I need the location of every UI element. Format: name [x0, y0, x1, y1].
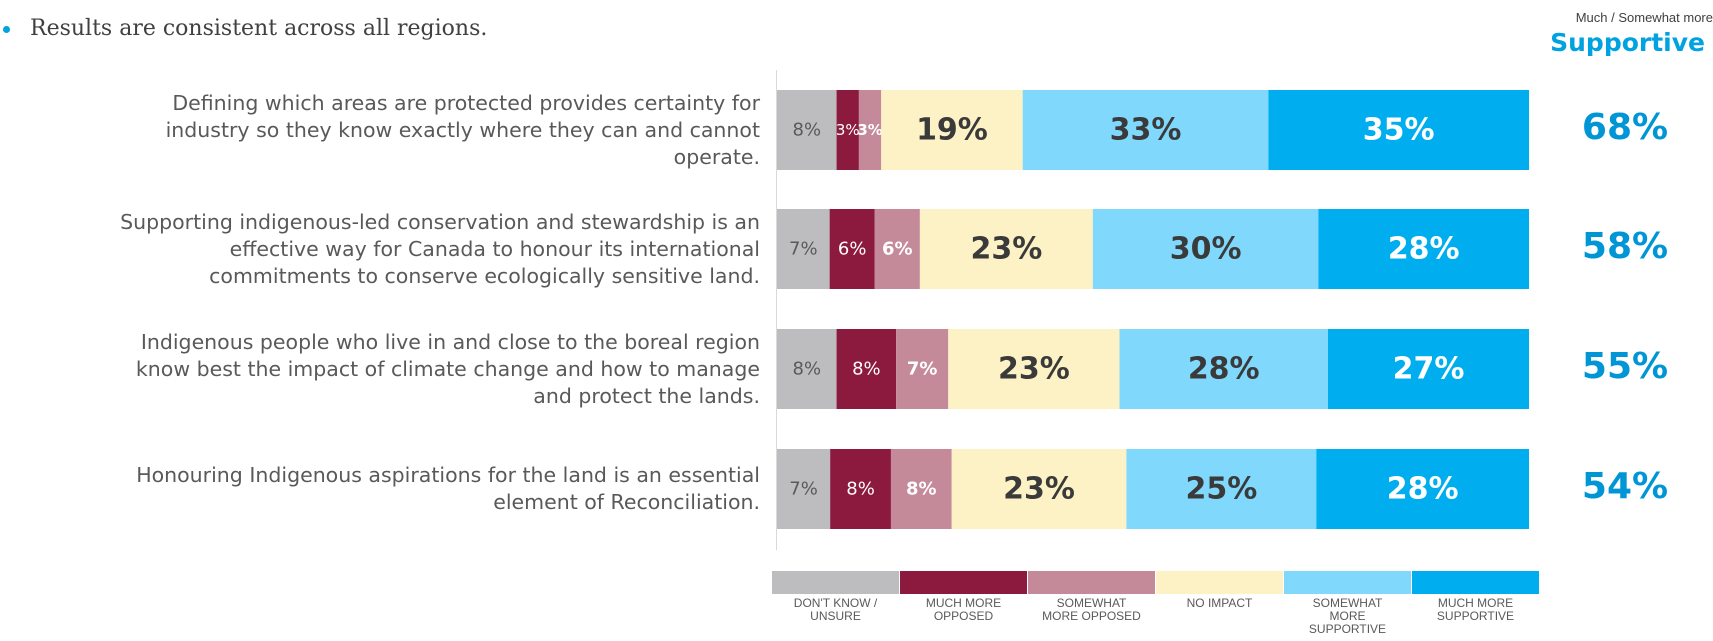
bar-segment-somewhat-opposed [874, 209, 920, 289]
row-label: Indigenous people who live in and close … [0, 329, 760, 410]
bar-data-label: 28% [1387, 472, 1459, 507]
legend-swatch-much-supportive [1412, 571, 1539, 594]
legend-label-somewhat-supportive: SOMEWHAT MORE SUPPORTIVE [1284, 597, 1411, 636]
bar-data-label: 3% [836, 121, 860, 139]
row-label-line: effective way for Canada to honour its i… [229, 236, 760, 261]
bar-data-label: 8% [793, 359, 822, 380]
bar-segment-somewhat-supportive [1022, 90, 1269, 170]
bar-segment-no-impact [951, 449, 1127, 529]
bar-data-label: 8% [906, 479, 937, 500]
supportive-header-title: Supportive [1550, 28, 1705, 57]
bar-segment-much-supportive [1327, 329, 1529, 409]
legend-label-somewhat-opposed: SOMEWHAT MORE OPPOSED [1028, 597, 1155, 623]
bar-segment-much-supportive [1318, 209, 1529, 289]
bar-data-label: 23% [1003, 472, 1075, 507]
legend-label-line: MORE OPPOSED [1042, 609, 1141, 623]
row-label-line: Honouring Indigenous aspirations for the… [136, 463, 760, 487]
bar-data-label: 7% [907, 359, 938, 380]
bar-data-label: 27% [1393, 352, 1465, 387]
supportive-total-value: 55% [1581, 346, 1669, 387]
row-label: Defining which areas are protected provi… [0, 90, 760, 171]
legend-label-line: MUCH MORE [925, 596, 1002, 610]
bar-segment-much-supportive [1268, 90, 1529, 170]
supportive-total-value: 54% [1581, 466, 1669, 507]
bar-data-label: 28% [1188, 352, 1260, 387]
legend-label-line: OPPOSED [933, 609, 994, 623]
bar-segment-dont-know [777, 90, 837, 170]
bar-data-label: 23% [998, 352, 1070, 387]
row-label-line: operate. [673, 144, 760, 169]
legend-label-line: MUCH MORE [1437, 596, 1514, 610]
bar-segment-somewhat-opposed [890, 449, 952, 529]
legend-label-dont-know: DON'T KNOW / UNSURE [772, 597, 899, 623]
legend-label-line: SUPPORTIVE [1308, 622, 1387, 636]
supportive-total-value: 68% [1581, 107, 1669, 148]
supportive-total-value: 58% [1581, 226, 1669, 267]
bar-data-label: 7% [789, 479, 818, 500]
bar-data-label: 6% [838, 239, 867, 260]
legend-swatch-much-opposed [900, 571, 1027, 594]
supportive-header-subtitle: Much / Somewhat more [1575, 10, 1713, 25]
legend-label-no-impact: NO IMPACT [1156, 597, 1283, 610]
row-label-line: Indigenous people who live in and close … [140, 329, 760, 354]
legend-swatch-somewhat-opposed [1028, 571, 1155, 594]
row-label: Supporting indigenous-led conservation a… [0, 209, 760, 290]
legend-label-line: NO IMPACT [1186, 596, 1253, 610]
bar-data-label: 30% [1170, 232, 1242, 267]
category-axis-line [776, 70, 777, 550]
bar-segment-much-supportive [1316, 449, 1529, 529]
bar-segment-somewhat-supportive [1126, 449, 1317, 529]
bar-segment-somewhat-supportive [1119, 329, 1328, 409]
bar-segment-dont-know [777, 449, 831, 529]
legend-label-line: MORE [1329, 609, 1366, 623]
legend-label-line: SUPPORTIVE [1436, 609, 1515, 623]
bar-data-label: 35% [1363, 113, 1435, 148]
bar-segment-no-impact [948, 329, 1120, 409]
bar-data-label: 23% [970, 232, 1042, 267]
row-label-line: know best the impact of climate change a… [135, 356, 760, 381]
legend-swatch-dont-know [772, 571, 899, 594]
row-label-line: and protect the lands. [533, 383, 760, 408]
legend-swatch-no-impact [1156, 571, 1283, 594]
bar-data-label: 25% [1185, 472, 1257, 507]
bullet-icon [3, 26, 10, 33]
bar-segment-much-opposed [836, 329, 897, 409]
bar-data-label: 3% [857, 121, 882, 139]
legend-label-much-opposed: MUCH MORE OPPOSED [900, 597, 1027, 623]
bar-data-label: 6% [882, 239, 913, 260]
bar-segment-somewhat-supportive [1092, 209, 1319, 289]
legend-label-line: SOMEWHAT [1056, 596, 1127, 610]
bar-data-label: 8% [852, 359, 881, 380]
legend-label-line: DON'T KNOW / [793, 596, 878, 610]
bar-segment-no-impact [919, 209, 1093, 289]
legend-label-line: UNSURE [810, 609, 861, 623]
bar-data-label: 8% [846, 479, 875, 500]
bar-segment-no-impact [881, 90, 1023, 170]
bar-data-label: 28% [1388, 232, 1460, 267]
bar-data-label: 8% [793, 120, 822, 141]
legend-label-much-supportive: MUCH MORE SUPPORTIVE [1412, 597, 1539, 623]
bar-segment-somewhat-opposed [858, 90, 882, 170]
row-label-line: Supporting indigenous-led conservation a… [120, 209, 760, 234]
bar-data-label: 19% [916, 113, 988, 148]
row-label-line: commitments to conserve ecologically sen… [209, 263, 760, 288]
bar-data-label: 33% [1110, 113, 1182, 148]
bar-segment-much-opposed [836, 90, 859, 170]
row-label-line: industry so they know exactly where they… [165, 117, 760, 142]
bar-segment-much-opposed [830, 449, 891, 529]
bar-segment-dont-know [777, 209, 830, 289]
row-label-line: element of Reconciliation. [493, 490, 760, 514]
bar-data-label: 7% [789, 239, 818, 260]
bar-segment-dont-know [777, 329, 837, 409]
intro-text: Results are consistent across all region… [30, 16, 488, 41]
row-label-line: Defining which areas are protected provi… [172, 90, 760, 115]
legend-label-line: SOMEWHAT [1312, 596, 1383, 610]
legend-swatch-somewhat-supportive [1284, 571, 1411, 594]
row-label: Honouring Indigenous aspirations for the… [0, 462, 760, 516]
bar-segment-somewhat-opposed [896, 329, 949, 409]
bar-segment-much-opposed [829, 209, 875, 289]
